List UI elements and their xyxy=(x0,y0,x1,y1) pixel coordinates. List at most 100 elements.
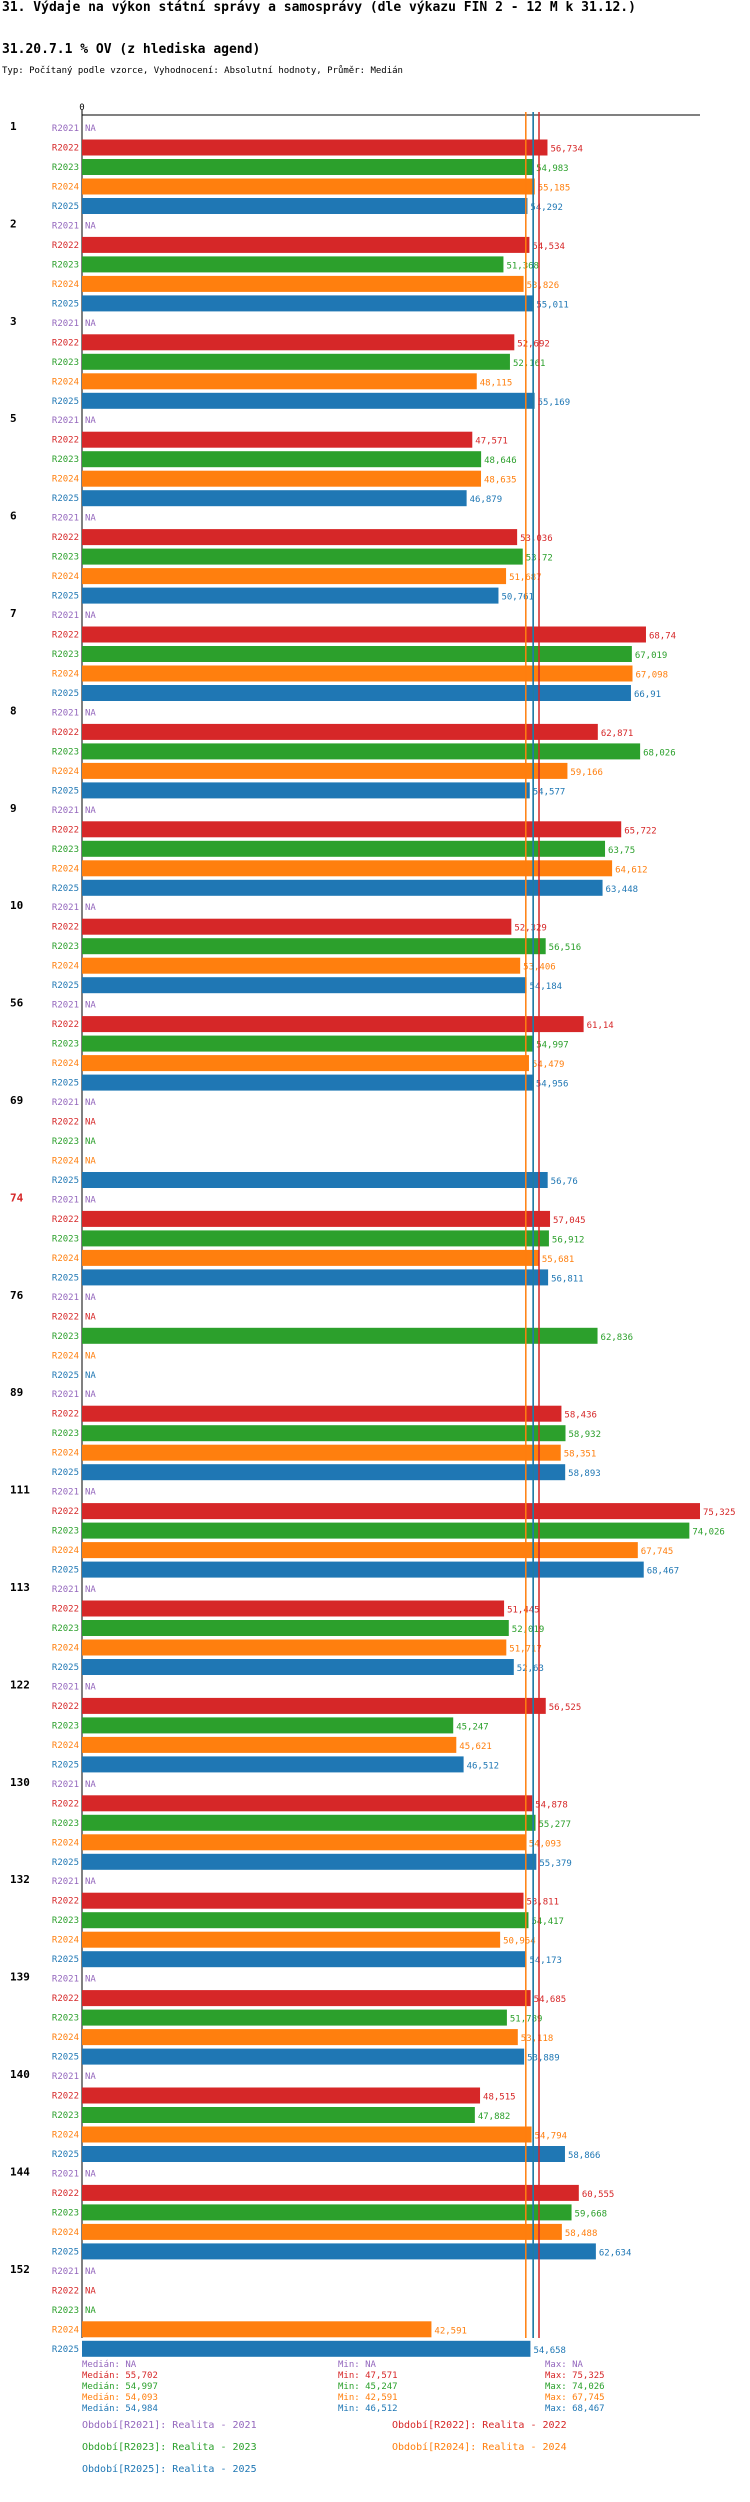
na-label: NA xyxy=(85,708,96,718)
series-label: R2022 xyxy=(52,1897,79,1907)
series-label: R2023 xyxy=(52,455,79,465)
na-label: NA xyxy=(85,806,96,816)
series-label: R2023 xyxy=(52,942,79,952)
value-label: 68,467 xyxy=(647,1567,680,1577)
bar-140-R2023 xyxy=(82,2107,475,2123)
series-label: R2025 xyxy=(52,981,79,991)
series-label: R2022 xyxy=(52,241,79,251)
series-label: R2025 xyxy=(52,494,79,504)
bar-5-R2022 xyxy=(82,431,473,448)
bar-132-R2022 xyxy=(82,1892,524,1909)
value-label: 52,329 xyxy=(514,924,547,934)
bar-144-R2023 xyxy=(82,2204,572,2221)
value-label: 64,612 xyxy=(615,865,648,875)
bar-2-R2022 xyxy=(82,236,530,253)
bar-130-R2022 xyxy=(82,1795,533,1812)
series-label: R2023 xyxy=(52,1429,79,1439)
series-label: R2022 xyxy=(52,2286,79,2296)
value-label: 52,019 xyxy=(512,1625,545,1635)
series-label: R2023 xyxy=(52,1040,79,1050)
series-label: R2022 xyxy=(52,825,79,835)
bar-122-R2024 xyxy=(82,1736,457,1753)
series-label: R2024 xyxy=(52,1838,79,1848)
legend-period-R2025: Období[R2025]: Realita - 2025 xyxy=(82,2464,257,2475)
series-label: R2024 xyxy=(52,1351,79,1361)
series-label: R2023 xyxy=(52,163,79,173)
na-label: NA xyxy=(85,1585,96,1595)
value-label: 52,63 xyxy=(517,1664,544,1674)
series-label: R2022 xyxy=(52,1410,79,1420)
series-label: R2024 xyxy=(52,2131,79,2141)
bar-140-R2022 xyxy=(82,2087,481,2104)
group-label-5: 5 xyxy=(10,412,17,425)
bar-122-R2022 xyxy=(82,1697,546,1714)
series-label: R2021 xyxy=(52,1195,79,1205)
series-label: R2025 xyxy=(52,884,79,894)
series-label: R2021 xyxy=(52,1682,79,1692)
bar-56-R2022 xyxy=(82,1016,584,1033)
value-label: 67,098 xyxy=(636,671,669,681)
series-label: R2022 xyxy=(52,2189,79,2199)
bar-7-R2023 xyxy=(82,646,632,662)
value-label: 47,571 xyxy=(475,437,508,447)
legend-stat-min-R2023: Min: 45,247 xyxy=(338,2382,398,2392)
value-label: 54,956 xyxy=(536,1080,569,1090)
na-label: NA xyxy=(85,1780,96,1790)
series-label: R2021 xyxy=(52,1877,79,1887)
series-label: R2021 xyxy=(52,514,79,524)
value-label: 63,75 xyxy=(608,846,635,856)
bar-10-R2025 xyxy=(82,977,527,994)
bar-113-R2022 xyxy=(82,1600,505,1617)
legend-stat-max-R2022: Max: 75,325 xyxy=(545,2371,605,2381)
series-label: R2021 xyxy=(52,124,79,134)
bar-122-R2023 xyxy=(82,1717,454,1734)
value-label: 55,185 xyxy=(538,184,571,194)
series-label: R2022 xyxy=(52,1118,79,1128)
bar-139-R2025 xyxy=(82,2048,525,2065)
group-label-10: 10 xyxy=(10,899,23,912)
value-label: 56,516 xyxy=(549,943,582,953)
na-label: NA xyxy=(85,514,96,524)
bar-89-R2022 xyxy=(82,1405,562,1422)
value-label: 56,76 xyxy=(551,1177,578,1187)
group-label-132: 132 xyxy=(10,1873,30,1886)
value-label: 74,026 xyxy=(692,1528,725,1538)
bar-69-R2025 xyxy=(82,1172,548,1188)
bar-152-R2025 xyxy=(82,2340,531,2357)
series-label: R2025 xyxy=(52,2150,79,2160)
series-label: R2025 xyxy=(52,299,79,309)
bar-5-R2024 xyxy=(82,470,482,487)
value-label: 50,964 xyxy=(503,1937,536,1947)
na-label: NA xyxy=(85,1488,96,1498)
value-label: 55,169 xyxy=(538,398,571,408)
series-label: R2023 xyxy=(52,1916,79,1926)
legend-stat-median-R2021: Medián: NA xyxy=(82,2360,137,2370)
value-label: 54,658 xyxy=(533,2346,566,2356)
series-label: R2025 xyxy=(52,786,79,796)
bar-7-R2024 xyxy=(82,665,633,682)
chart-subtitle: 31.20.7.1 % OV (z hlediska agend) xyxy=(2,42,261,57)
bar-2-R2023 xyxy=(82,256,504,273)
na-label: NA xyxy=(85,2286,96,2296)
series-label: R2025 xyxy=(52,2345,79,2355)
series-label: R2024 xyxy=(52,183,79,193)
value-label: 53,811 xyxy=(526,1898,559,1908)
value-label: 54,292 xyxy=(530,203,563,213)
chart-meta: Typ: Počítaný podle vzorce, Vyhodnocení:… xyxy=(2,66,403,76)
group-label-76: 76 xyxy=(10,1289,24,1302)
group-label-69: 69 xyxy=(10,1094,23,1107)
series-label: R2022 xyxy=(52,2092,79,2102)
value-label: 53,889 xyxy=(527,2054,560,2064)
series-label: R2021 xyxy=(52,2267,79,2277)
series-label: R2022 xyxy=(52,338,79,348)
legend-period-R2021: Období[R2021]: Realita - 2021 xyxy=(82,2420,257,2431)
value-label: 54,093 xyxy=(529,1839,562,1849)
value-label: 55,681 xyxy=(542,1255,575,1265)
series-label: R2023 xyxy=(52,1819,79,1829)
value-label: 53,826 xyxy=(527,281,560,291)
series-label: R2021 xyxy=(52,1001,79,1011)
series-label: R2022 xyxy=(52,923,79,933)
bar-74-R2022 xyxy=(82,1210,551,1227)
value-label: 50,761 xyxy=(501,593,534,603)
series-label: R2025 xyxy=(52,1371,79,1381)
